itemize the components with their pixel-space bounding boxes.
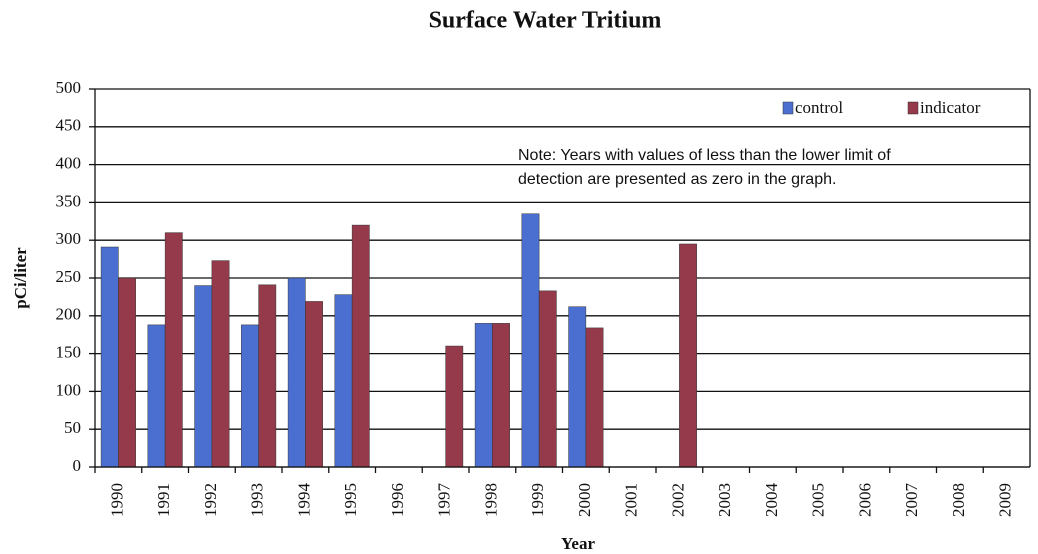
y-tick-label: 350 — [56, 191, 82, 210]
bar — [474, 323, 493, 468]
legend-swatch — [907, 101, 919, 115]
x-tick-label: 1990 — [107, 483, 126, 517]
bar — [211, 260, 230, 468]
x-tick-label: 1998 — [481, 483, 500, 517]
bar — [194, 285, 213, 468]
x-tick-label: 2007 — [902, 483, 921, 518]
x-tick-label: 1994 — [294, 483, 313, 518]
x-tick-label: 2000 — [575, 483, 594, 517]
note: detection are presented as zero in the g… — [518, 171, 836, 188]
y-tick-label: 300 — [56, 229, 82, 248]
legend-swatch — [782, 101, 794, 115]
chart-title: Surface Water Tritium — [429, 8, 662, 34]
bar — [585, 327, 604, 468]
x-tick-label: 2006 — [855, 483, 874, 517]
y-tick-label: 100 — [56, 380, 82, 399]
bar — [334, 294, 353, 468]
bar — [100, 246, 119, 468]
x-tick-label: 2008 — [949, 483, 968, 517]
bar — [538, 290, 557, 468]
y-tick-label: 150 — [56, 343, 82, 362]
x-tick-label: 2009 — [996, 483, 1015, 517]
x-tick-label: 2003 — [715, 483, 734, 517]
bar — [241, 324, 259, 468]
x-tick-label: 2005 — [809, 483, 828, 517]
x-tick-label: 1991 — [154, 483, 173, 517]
x-tick-label: 1999 — [528, 483, 547, 517]
x-tick-label: 2004 — [762, 483, 781, 518]
y-tick-label: 450 — [56, 116, 82, 135]
bar — [521, 213, 540, 468]
note: Note: Years with values of less than the… — [518, 147, 891, 164]
y-tick-label: 500 — [56, 78, 82, 97]
x-tick-label: 1992 — [201, 483, 220, 517]
y-tick-label: 200 — [56, 305, 82, 324]
y-axis-label: pCi/liter — [11, 247, 30, 309]
x-tick-label: 1996 — [388, 483, 407, 517]
y-tick-label: 50 — [64, 418, 81, 437]
y-tick-label: 0 — [73, 456, 82, 475]
bar — [679, 243, 697, 468]
y-tick-label: 400 — [56, 154, 82, 173]
bar — [445, 345, 464, 468]
bar — [287, 277, 306, 468]
bar — [305, 301, 323, 468]
x-tick-label: 2001 — [622, 483, 641, 517]
bar — [118, 277, 136, 468]
x-tick-label: 1995 — [341, 483, 360, 517]
bar — [351, 224, 370, 468]
x-tick-label: 1997 — [435, 483, 454, 518]
bar — [258, 284, 277, 468]
y-tick-label: 250 — [56, 267, 82, 286]
bar — [568, 306, 587, 468]
bar — [147, 324, 166, 468]
x-axis-label: Year — [561, 534, 595, 553]
legend-label: indicator — [920, 98, 981, 117]
x-tick-label: 1993 — [248, 483, 267, 517]
bar — [164, 232, 183, 468]
legend-label: control — [795, 98, 843, 117]
x-tick-label: 2002 — [668, 483, 687, 517]
bar — [492, 323, 510, 468]
